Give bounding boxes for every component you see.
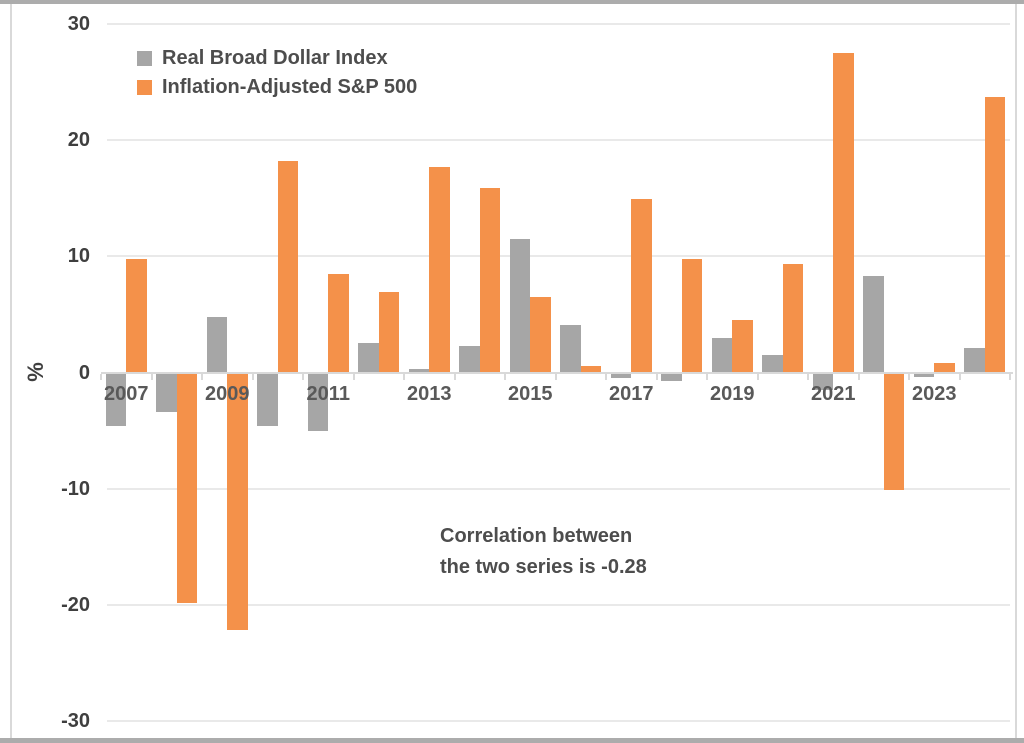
- bar-orange-2009: [227, 372, 248, 631]
- legend-label: Real Broad Dollar Index: [162, 47, 388, 69]
- legend-item-inflation-adjusted-sp500: Inflation-Adjusted S&P 500: [137, 73, 417, 102]
- x-axis-tick: [655, 373, 658, 380]
- x-tick-label-2011: 2011: [306, 383, 350, 405]
- bar-gray-2017: [610, 372, 632, 379]
- bar-gray-2007: [105, 372, 127, 426]
- bar-orange-2019: [732, 320, 753, 373]
- bar-gray-2018: [661, 372, 682, 381]
- x-axis-tick: [403, 373, 405, 380]
- bar-orange-2007: [126, 258, 147, 373]
- y-tick-label-20: 20: [67, 129, 90, 152]
- y-tick-label-30: 30: [67, 12, 90, 35]
- x-tick-label-2019: 2019: [710, 383, 755, 405]
- bar-orange-2021: [833, 52, 854, 373]
- bar-orange-2008: [176, 372, 198, 603]
- bar-orange-2017: [631, 199, 652, 373]
- bar-gray-2011: [307, 372, 329, 431]
- bar-orange-2020: [782, 264, 804, 373]
- x-axis-tick: [302, 373, 304, 380]
- x-axis-tick: [504, 373, 506, 380]
- bar-gray-2023: [913, 372, 935, 378]
- bar-orange-2016: [580, 365, 602, 373]
- x-axis-tick: [150, 373, 153, 380]
- x-axis-tick: [352, 373, 355, 380]
- bar-gray-2010: [257, 372, 278, 426]
- bar-orange-2015: [530, 296, 551, 373]
- bar-gray-2012: [358, 343, 379, 373]
- x-axis-tick: [706, 373, 708, 380]
- legend-label: Inflation-Adjusted S&P 500: [162, 76, 418, 98]
- x-axis-tick: [857, 373, 860, 380]
- bar-orange-2011: [328, 273, 349, 373]
- bar-orange-2014: [479, 187, 501, 373]
- gridline--10: [107, 487, 1010, 490]
- legend-swatch-gray: [137, 51, 152, 66]
- bar-gray-2016: [560, 324, 581, 373]
- bar-gray-2021: [812, 372, 834, 390]
- gridline-20: [107, 139, 1010, 142]
- bar-orange-2012: [378, 292, 400, 373]
- gridline-30: [107, 22, 1010, 25]
- bar-gray-2024: [964, 348, 985, 373]
- bar-gray-2014: [459, 345, 480, 373]
- x-axis-tick: [453, 373, 456, 380]
- bar-gray-2022: [863, 276, 884, 373]
- x-tick-label-2023: 2023: [912, 383, 957, 405]
- bar-orange-2010: [277, 161, 299, 373]
- correlation-annotation: Correlation between the two series is -0…: [440, 521, 647, 583]
- x-axis-tick: [201, 373, 203, 380]
- x-axis-tick: [100, 373, 102, 380]
- x-tick-label-2015: 2015: [508, 383, 553, 405]
- x-axis-tick: [605, 373, 607, 380]
- legend: Real Broad Dollar Index Inflation-Adjust…: [137, 44, 417, 102]
- y-tick-label--20: -20: [61, 593, 90, 616]
- chart-left-border: [10, 4, 12, 738]
- bar-gray-2015: [509, 238, 531, 373]
- x-axis-tick: [756, 373, 759, 380]
- chart-right-border: [1015, 4, 1017, 738]
- x-axis-tick: [554, 373, 557, 380]
- x-tick-label-2007: 2007: [104, 383, 149, 405]
- bar-orange-2024: [984, 97, 1006, 373]
- bar-orange-2013: [429, 166, 450, 373]
- x-axis-tick: [807, 373, 809, 380]
- bar-gray-2013: [408, 369, 430, 373]
- gridline--20: [107, 603, 1010, 606]
- annotation-line-1: Correlation between: [440, 525, 633, 547]
- bar-gray-2009: [206, 316, 228, 373]
- legend-item-real-broad-dollar-index: Real Broad Dollar Index: [137, 44, 417, 73]
- x-tick-label-2013: 2013: [407, 383, 452, 405]
- x-tick-label-2009: 2009: [205, 383, 250, 405]
- x-axis-tick: [1009, 373, 1011, 380]
- gridline-10: [107, 255, 1010, 258]
- y-tick-label--30: -30: [61, 710, 90, 733]
- chart-top-border: [0, 0, 1024, 4]
- gridline--30: [107, 720, 1010, 723]
- y-tick-label-0: 0: [78, 361, 90, 384]
- y-tick-label-10: 10: [67, 245, 90, 268]
- x-axis-tick: [251, 373, 254, 380]
- annotation-line-2: the two series is -0.28: [440, 556, 647, 578]
- x-tick-label-2017: 2017: [609, 383, 654, 405]
- y-tick-label--10: -10: [61, 477, 90, 500]
- x-tick-label-2021: 2021: [811, 383, 856, 405]
- x-axis-tick: [958, 373, 961, 380]
- legend-swatch-orange: [137, 80, 152, 95]
- bar-orange-2022: [883, 372, 905, 490]
- bar-gray-2019: [711, 337, 733, 373]
- bar-gray-2008: [156, 372, 177, 412]
- bar-orange-2018: [681, 258, 703, 373]
- x-axis-line: [101, 371, 1013, 374]
- chart-bottom-border: [0, 738, 1024, 743]
- bar-orange-2023: [934, 363, 955, 373]
- bar-gray-2020: [762, 355, 783, 373]
- x-axis-tick: [908, 373, 910, 380]
